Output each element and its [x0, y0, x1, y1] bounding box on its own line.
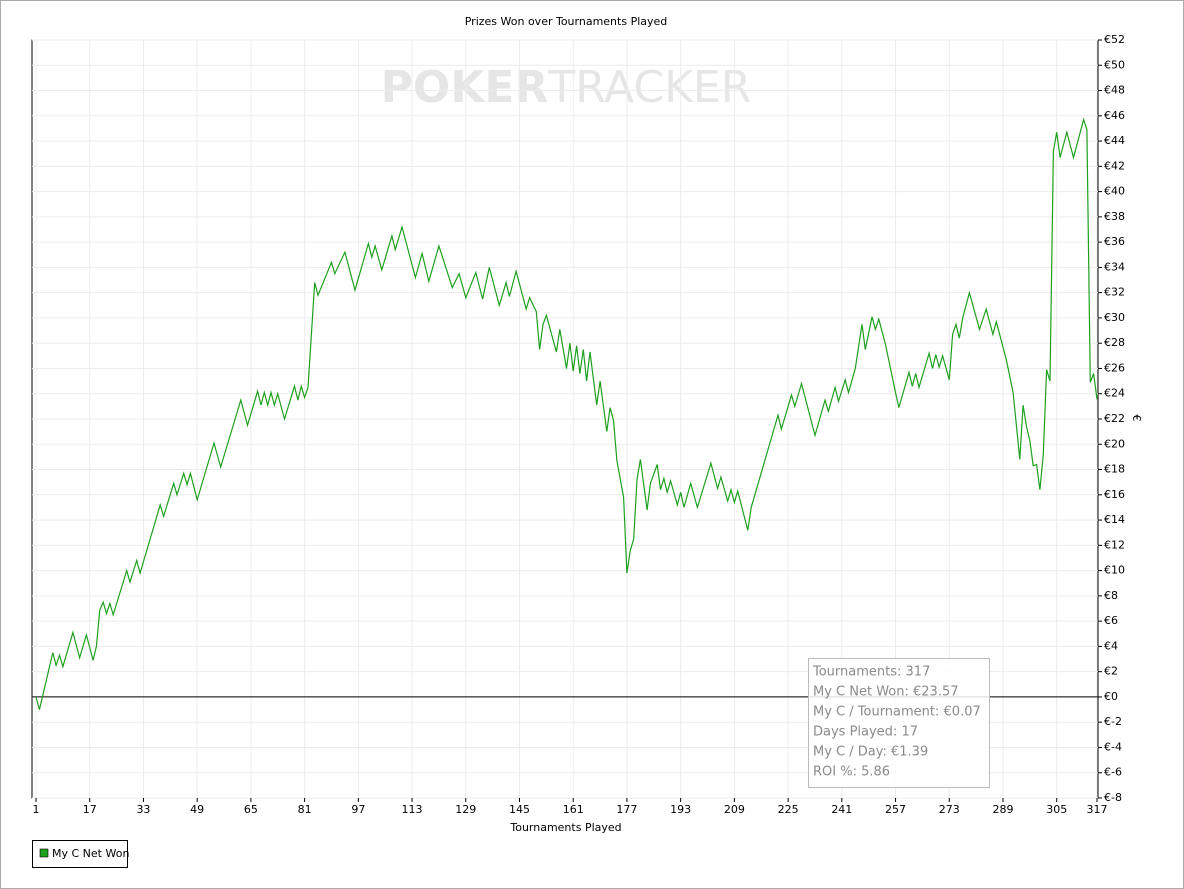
y-tick-label: €40	[1104, 185, 1125, 198]
x-tick-label: 161	[563, 803, 584, 816]
x-tick-label: 177	[616, 803, 637, 816]
x-tick-label: 33	[136, 803, 150, 816]
x-tick-label: 81	[298, 803, 312, 816]
y-tick-label: €48	[1104, 84, 1125, 97]
x-axis-label: Tournaments Played	[509, 821, 621, 834]
x-tick-label: 241	[831, 803, 852, 816]
y-tick-label: €38	[1104, 210, 1125, 223]
x-tick-label: 225	[778, 803, 799, 816]
y-tick-label: €4	[1104, 639, 1118, 652]
y-tick-label: €8	[1104, 589, 1118, 602]
y-tick-label: €46	[1104, 109, 1125, 122]
chart-title: Prizes Won over Tournaments Played	[465, 15, 668, 28]
y-tick-label: €-2	[1104, 715, 1122, 728]
x-tick-label: 49	[190, 803, 204, 816]
watermark-part: TRACKER	[547, 62, 751, 113]
y-tick-label: €18	[1104, 463, 1125, 476]
y-tick-label: €30	[1104, 311, 1125, 324]
x-tick-label: 317	[1087, 803, 1108, 816]
y-tick-label: €-4	[1104, 740, 1122, 753]
y-tick-label: €0	[1104, 690, 1118, 703]
x-tick-label: 129	[455, 803, 476, 816]
y-tick-label: €12	[1104, 538, 1125, 551]
y-tick-label: €36	[1104, 235, 1125, 248]
y-tick-label: €52	[1104, 33, 1125, 46]
x-tick-label: 257	[885, 803, 906, 816]
x-tick-label: 193	[670, 803, 691, 816]
stats-line: My C / Tournament: €0.07	[813, 705, 981, 720]
y-tick-label: €22	[1104, 412, 1125, 425]
x-tick-label: 1	[33, 803, 40, 816]
y-tick-label: €44	[1104, 134, 1125, 147]
legend-swatch	[39, 848, 49, 858]
x-tick-label: 273	[939, 803, 960, 816]
x-tick-label: 289	[992, 803, 1013, 816]
y-axis-label: €	[1130, 415, 1143, 422]
legend-label: My C Net Won	[52, 847, 129, 860]
stats-line: My C / Day: €1.39	[813, 745, 928, 760]
x-tick-label: 209	[724, 803, 745, 816]
y-tick-label: €28	[1104, 336, 1125, 349]
y-tick-label: €50	[1104, 58, 1125, 71]
stats-line: My C Net Won: €23.57	[813, 685, 959, 700]
y-tick-label: €14	[1104, 513, 1125, 526]
y-tick-label: €32	[1104, 286, 1125, 299]
y-tick-label: €16	[1104, 488, 1125, 501]
y-tick-label: €24	[1104, 387, 1125, 400]
y-tick-label: €-6	[1104, 766, 1122, 779]
series-line	[35, 117, 1098, 710]
x-tick-label: 113	[402, 803, 423, 816]
stats-line: Days Played: 17	[813, 725, 918, 740]
stats-line: ROI %: 5.86	[813, 765, 890, 780]
y-tick-label: €34	[1104, 260, 1125, 273]
y-tick-label: €2	[1104, 665, 1118, 678]
stats-line: Tournaments: 317	[812, 665, 930, 680]
x-tick-label: 305	[1046, 803, 1067, 816]
y-tick-label: €-8	[1104, 791, 1122, 804]
x-tick-label: 97	[351, 803, 365, 816]
x-tick-label: 17	[83, 803, 97, 816]
y-tick-label: €26	[1104, 361, 1125, 374]
y-tick-label: €10	[1104, 564, 1125, 577]
watermark-part: POKER	[381, 62, 549, 113]
y-tick-label: €42	[1104, 159, 1125, 172]
x-tick-label: 65	[244, 803, 258, 816]
legend-box	[32, 840, 128, 868]
y-tick-label: €6	[1104, 614, 1118, 627]
watermark: POKERTRACKER	[381, 62, 752, 113]
x-tick-label: 145	[509, 803, 530, 816]
stats-box	[808, 658, 990, 788]
y-tick-label: €20	[1104, 437, 1125, 450]
